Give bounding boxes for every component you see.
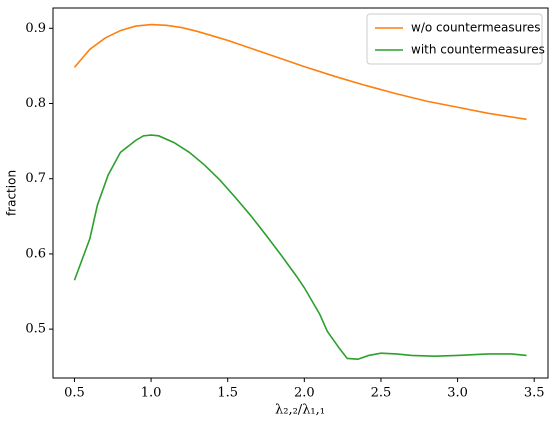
plot-frame bbox=[52, 7, 549, 379]
legend-label: w/o countermeasures bbox=[411, 21, 541, 35]
x-tick-label: 1.0 bbox=[141, 386, 162, 401]
series-line bbox=[73, 134, 527, 361]
x-tick-label: 2.0 bbox=[294, 386, 315, 401]
x-tick-label: 1.5 bbox=[217, 386, 238, 401]
series-line bbox=[73, 23, 527, 121]
x-axis-label: λ₂,₂/λ₁,₁ bbox=[275, 403, 325, 418]
y-tick-label: 0.9 bbox=[25, 21, 46, 36]
y-tick-label: 0.5 bbox=[25, 322, 46, 337]
y-tick-label: 0.8 bbox=[25, 96, 46, 111]
x-tick-label: 0.5 bbox=[64, 386, 85, 401]
x-tick-label: 2.5 bbox=[371, 386, 392, 401]
y-axis-label: fraction bbox=[5, 170, 19, 216]
y-tick-label: 0.7 bbox=[25, 171, 46, 186]
x-tick-label: 3.5 bbox=[524, 386, 545, 401]
legend-box bbox=[366, 13, 543, 65]
y-tick-label: 0.6 bbox=[25, 246, 46, 261]
legend-label: with countermeasures bbox=[411, 43, 545, 57]
x-tick-label: 3.0 bbox=[447, 386, 468, 401]
